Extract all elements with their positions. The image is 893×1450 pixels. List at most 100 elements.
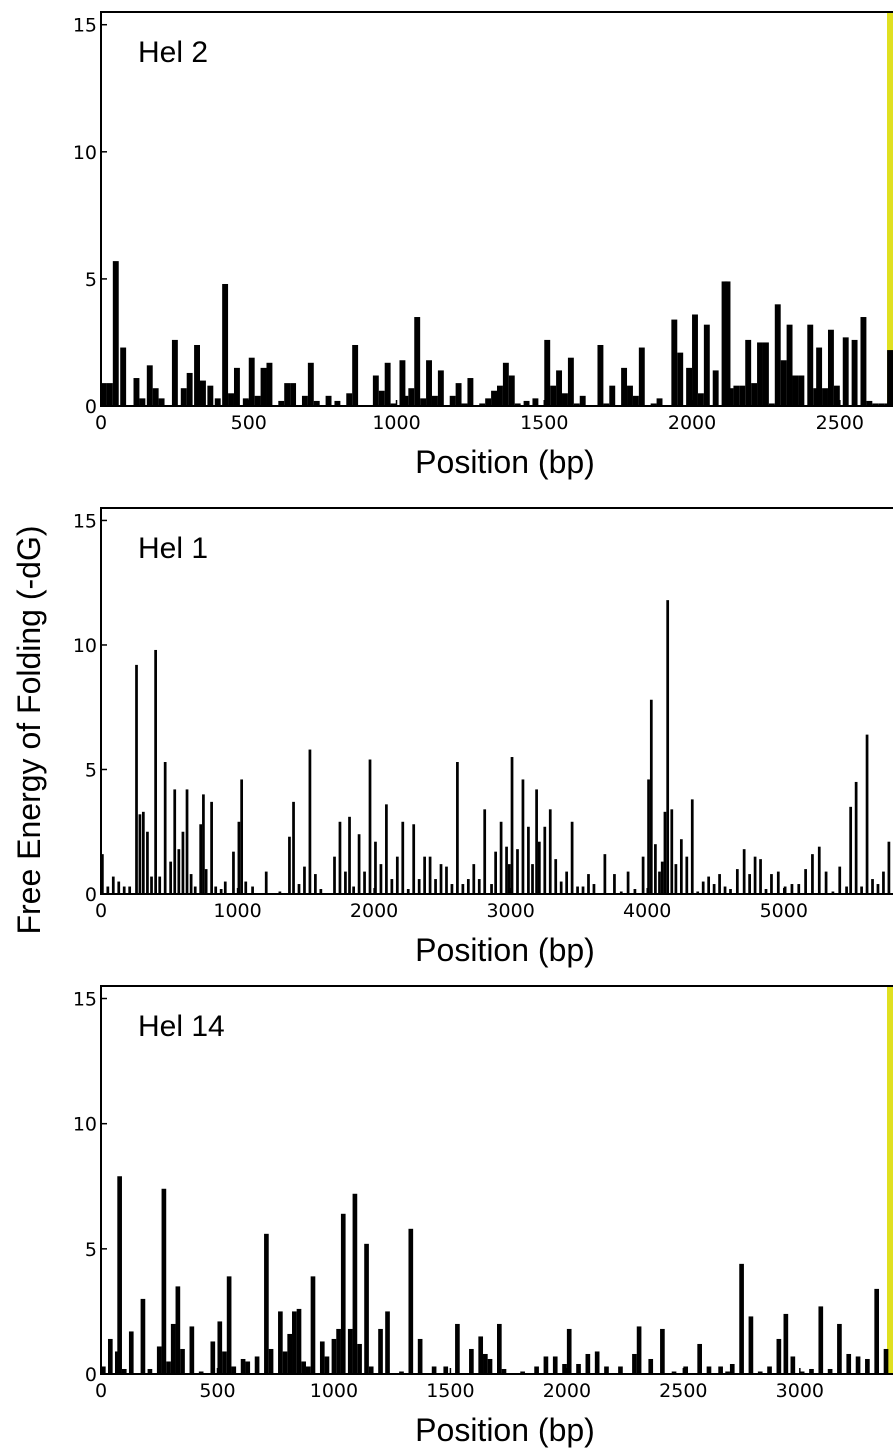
bar [776,1338,782,1374]
y-tick-label: 5 [85,759,97,781]
bar [240,1358,246,1374]
bar [479,403,486,406]
bar [718,1366,723,1374]
bar [372,375,379,406]
bar [107,1338,113,1374]
bar [368,1366,374,1374]
bar [217,1321,223,1374]
bar [395,856,399,894]
bar [189,1326,195,1374]
bar [660,861,664,894]
bar [543,826,547,894]
bar [618,1366,623,1374]
bar [816,347,823,406]
bar [827,329,834,406]
bar [101,854,104,894]
bar [725,1371,730,1374]
bar [141,811,145,894]
bar [679,839,683,894]
bar [288,836,291,894]
bar [748,1316,754,1374]
bar [534,1366,539,1374]
bar [244,881,248,894]
bar [658,871,661,894]
bar [811,854,814,894]
bar [308,749,312,894]
bar [647,779,650,894]
bar [117,881,121,894]
plot-frame [100,507,893,895]
bar [163,762,167,894]
bar [420,398,427,406]
bar [214,886,218,894]
bar [683,1366,689,1374]
bar [399,360,406,406]
bar [122,886,126,894]
bar [697,393,704,406]
bar [450,884,454,894]
bar [390,403,397,406]
bar [670,809,674,894]
bar [537,841,541,894]
bar [175,1286,181,1374]
panel-title-hel2: Hel 2 [138,36,208,69]
bar [487,1358,493,1374]
bar [477,879,481,894]
bar [161,1188,167,1374]
bar [804,869,807,894]
x-tick-label: 500 [199,1380,235,1402]
bar [233,367,240,406]
bar [627,385,633,406]
x-tick-label: 2500 [816,412,864,434]
bar [822,388,828,406]
bar [579,395,586,406]
bar [347,1328,353,1374]
bar [798,375,805,406]
bar [472,864,476,894]
bar [334,400,341,406]
bar [128,886,132,894]
bar [439,864,443,894]
bar [260,367,267,406]
bar [401,821,405,894]
bar [346,393,353,406]
x-tick-label: 0 [95,412,107,434]
bar [712,370,719,406]
bar [570,821,574,894]
bar [180,388,187,406]
bar [497,1323,502,1374]
x-tick-label: 2000 [543,1380,591,1402]
x-tick-label: 3000 [776,1380,824,1402]
bar [770,874,773,894]
bar [735,869,739,894]
bar [112,261,119,406]
bar [505,846,508,894]
shared-y-axis-label: Free Energy of Folding (-dG) [11,525,47,934]
bar [417,879,421,894]
highlight-strip [887,12,893,406]
bar [876,884,880,894]
bar [887,350,893,406]
bar [156,1346,162,1374]
bar [865,734,869,894]
x-tick-label: 2000 [668,412,716,434]
bar [739,1263,744,1374]
bar [729,889,732,894]
y-tick-label: 10 [73,1114,97,1136]
bar [619,891,623,894]
bar [237,821,241,894]
bar [485,398,492,406]
bar [135,664,138,894]
bar [364,1243,369,1374]
bar [543,1356,549,1374]
bar [199,824,203,894]
bar [240,779,244,894]
bar [478,1336,484,1374]
bar [406,889,410,894]
bar [158,398,165,406]
bar [325,395,332,406]
bar [866,400,873,406]
bar [431,395,438,406]
bar [303,866,306,894]
bar [207,385,214,406]
